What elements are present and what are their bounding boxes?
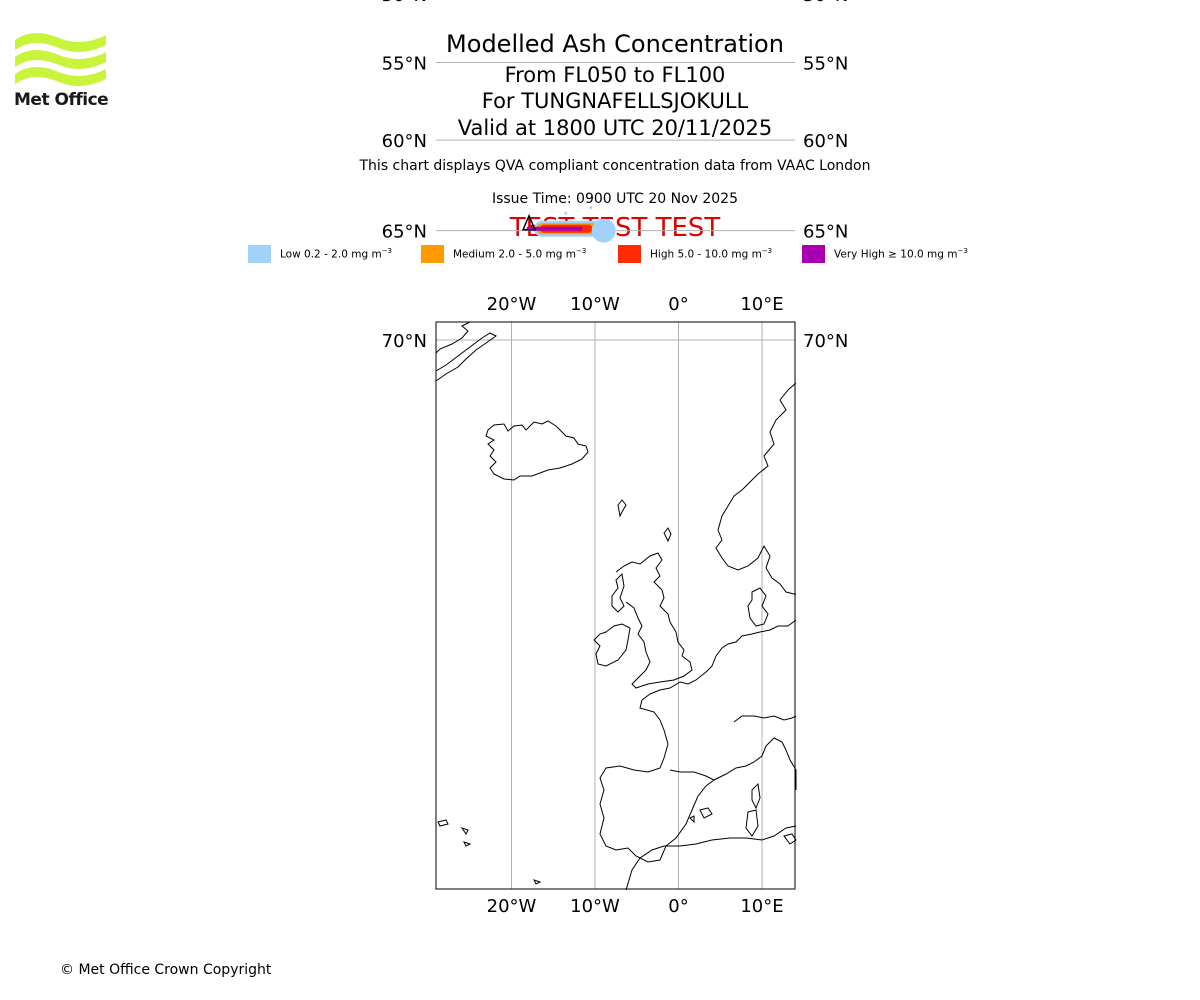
- coastline-iceland: [485, 420, 589, 481]
- coastlines: [435, 321, 797, 891]
- coastline-england: [625, 601, 693, 689]
- legend-item-low: Low 0.2 - 2.0 mg m−3: [248, 244, 392, 264]
- coastline-greenland: [435, 321, 471, 354]
- right-lat-label-0: 70°N: [803, 331, 848, 352]
- right-lat-label-4: 50°N: [803, 0, 848, 6]
- left-lat-label-1: 65°N: [382, 222, 427, 243]
- legend-item-very-high: Very High ≥ 10.0 mg m−3: [802, 244, 968, 264]
- legend-label-high: High 5.0 - 10.0 mg m−3: [650, 247, 773, 261]
- coastline-azores: [437, 819, 472, 847]
- ash-cloud: [526, 206, 616, 243]
- coastline-denmark: [747, 587, 769, 627]
- left-lat-label-3: 55°N: [382, 53, 427, 74]
- map-frame: [435, 321, 796, 890]
- coastline-france: [639, 671, 707, 769]
- coastline-italy: [785, 749, 797, 790]
- coastline-iberia: [599, 765, 715, 863]
- volcano-triangle-icon: [521, 213, 537, 231]
- legend-item-high: High 5.0 - 10.0 mg m−3: [618, 244, 772, 264]
- ash-low-speck: [564, 211, 568, 215]
- legend-swatch-very-high: [802, 245, 825, 263]
- legend-swatch-medium: [421, 245, 444, 263]
- top-lon-label-1: 10°W: [570, 294, 620, 315]
- coastline-ireland: [593, 623, 631, 667]
- volcano-name: For TUNGNAFELLSJOKULL: [481, 89, 749, 113]
- legend-label-low: Low 0.2 - 2.0 mg m−3: [280, 247, 393, 261]
- ash-low-bulge: [591, 218, 616, 243]
- top-lon-label-2: 0°: [668, 294, 688, 315]
- coastline-sicily: [783, 833, 797, 845]
- left-lat-label-2: 60°N: [382, 131, 427, 152]
- legend-label-very-high: Very High ≥ 10.0 mg m−3: [834, 247, 968, 261]
- coastline-hebrides: [611, 572, 625, 613]
- legend-label-medium: Medium 2.0 - 5.0 mg m−3: [453, 247, 587, 261]
- top-lon-label-0: 20°W: [487, 294, 537, 315]
- valid-time: Valid at 1800 UTC 20/11/2025: [457, 116, 773, 140]
- coastline-scotland: [615, 552, 685, 657]
- top-lon-label-3: 10°E: [740, 294, 783, 315]
- ash-very-high: [526, 226, 583, 231]
- left-lat-label-4: 50°N: [382, 0, 427, 6]
- volcano-marker: [521, 213, 537, 231]
- coastline-north-africa: [625, 825, 797, 891]
- right-lat-label-2: 60°N: [803, 131, 848, 152]
- graticule: [436, 61, 795, 889]
- copyright: © Met Office Crown Copyright: [60, 962, 272, 978]
- coastline-med-france: [713, 737, 787, 781]
- coastline-shetland: [663, 527, 672, 543]
- coastline-faroe: [617, 499, 627, 518]
- coastline-continent-north: [705, 619, 797, 673]
- coastline-alps: [733, 715, 797, 723]
- issue-time: Issue Time: 0900 UTC 20 Nov 2025: [491, 191, 739, 207]
- right-lat-label-3: 55°N: [803, 53, 848, 74]
- coastline-madeira: [533, 879, 542, 885]
- ash-low-speck-2: [589, 206, 593, 210]
- legend-item-medium: Medium 2.0 - 5.0 mg m−3: [421, 244, 586, 264]
- bottom-lon-label-3: 10°E: [740, 896, 783, 917]
- met-office-logo: Met Office: [14, 30, 109, 112]
- coastline-sardinia: [745, 809, 759, 837]
- coastline-balearic: [689, 807, 713, 824]
- chart-title: Modelled Ash Concentration: [446, 30, 784, 58]
- coastline-greenland-2: [435, 332, 497, 382]
- bottom-lon-label-0: 20°W: [487, 896, 537, 917]
- coastline-norway: [715, 382, 797, 595]
- legend-swatch-high: [618, 245, 641, 263]
- met-office-waves-icon: [15, 32, 106, 86]
- right-lat-label-1: 65°N: [803, 222, 848, 243]
- left-lat-label-0: 70°N: [382, 331, 427, 352]
- bottom-lon-label-2: 0°: [668, 896, 688, 917]
- bottom-lon-label-1: 10°W: [570, 896, 620, 917]
- qva-note: This chart displays QVA compliant concen…: [359, 158, 871, 174]
- axis-labels: 20°W 20°W 10°W 10°W 0° 0° 10°E 10°E 70°N 70°N 65°N…: [382, 0, 849, 917]
- flight-levels: From FL050 to FL100: [504, 63, 726, 87]
- legend-swatch-low: [248, 245, 271, 263]
- logo-text: Met Office: [14, 90, 109, 110]
- coastline-corsica: [751, 782, 761, 810]
